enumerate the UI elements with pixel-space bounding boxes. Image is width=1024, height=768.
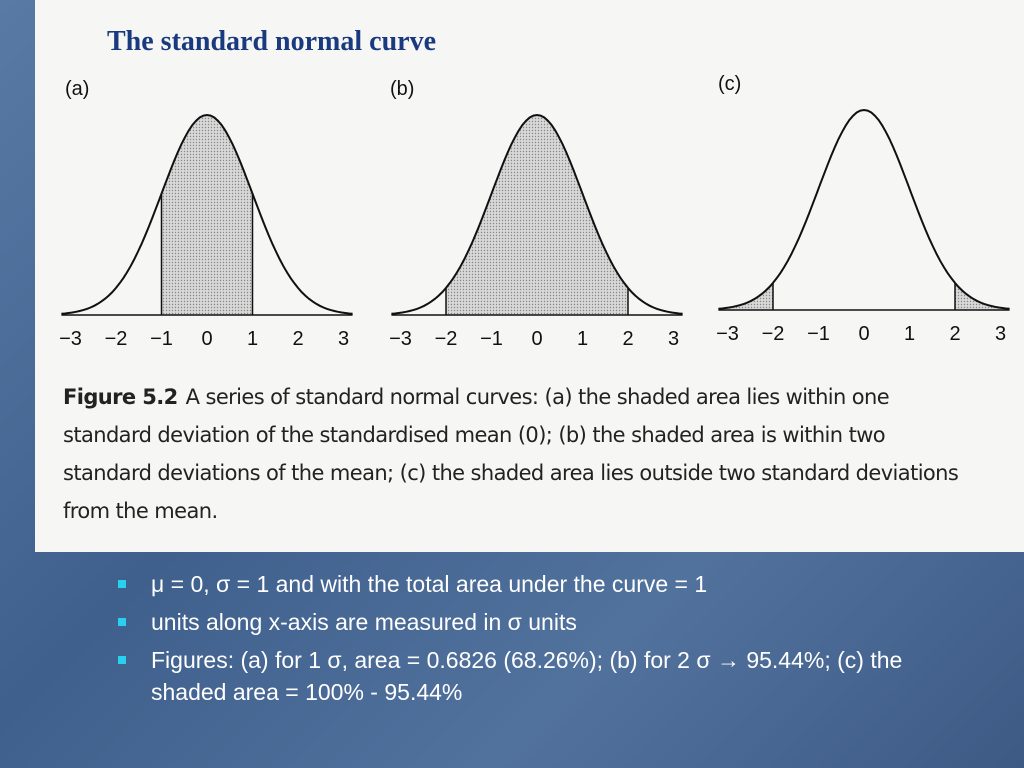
normal-curve	[61, 113, 353, 315]
tick-label: −1	[480, 328, 503, 350]
tick-label: 3	[995, 323, 1006, 345]
bullet-item: units along x-axis are measured in σ uni…	[118, 606, 918, 638]
tick-label: 0	[858, 323, 869, 345]
tick-label: −3	[389, 328, 412, 350]
tick-label: 2	[622, 328, 633, 350]
figure: (a) −3 −2 −1 0 1 2 3 (b) −3 −2 −1 0 1 2 3 (c) −3 −2 −1 0 1 2 3	[59, 73, 1010, 350]
shaded-area	[718, 282, 773, 310]
panel-label: (c)	[718, 73, 741, 95]
tick-label: 0	[531, 328, 542, 350]
tick-label: −2	[105, 328, 128, 350]
tick-label: 2	[949, 323, 960, 345]
tick-label: −2	[435, 328, 458, 350]
tick-label: 3	[668, 328, 679, 350]
tick-label: 1	[247, 328, 258, 350]
tick-label: −3	[716, 323, 739, 345]
caption-text: A series of standard normal curves: (a) …	[63, 385, 959, 523]
shaded-area	[161, 115, 253, 315]
shaded-area	[446, 115, 628, 315]
normal-curve	[718, 108, 1010, 310]
tick-label: 3	[338, 328, 349, 350]
tick-label: −1	[807, 323, 830, 345]
panel-label: (a)	[65, 78, 89, 100]
panel-label: (b)	[390, 78, 414, 100]
slide-title: The standard normal curve	[107, 26, 436, 57]
tick-label: 2	[292, 328, 303, 350]
bullet-list: μ = 0, σ = 1 and with the total area und…	[118, 568, 918, 714]
tick-label: 1	[577, 328, 588, 350]
bullet-item: Figures: (a) for 1 σ, area = 0.6826 (68.…	[118, 644, 918, 708]
tick-label: −3	[59, 328, 82, 350]
shaded-area	[955, 282, 1010, 310]
normal-curve	[391, 113, 683, 315]
caption-label: Figure 5.2	[63, 385, 178, 409]
tick-label: −2	[762, 323, 785, 345]
tick-label: 0	[201, 328, 212, 350]
figure-caption: Figure 5.2 A series of standard normal cu…	[63, 378, 963, 530]
bullet-item: μ = 0, σ = 1 and with the total area und…	[118, 568, 918, 600]
tick-label: 1	[904, 323, 915, 345]
tick-label: −1	[150, 328, 173, 350]
